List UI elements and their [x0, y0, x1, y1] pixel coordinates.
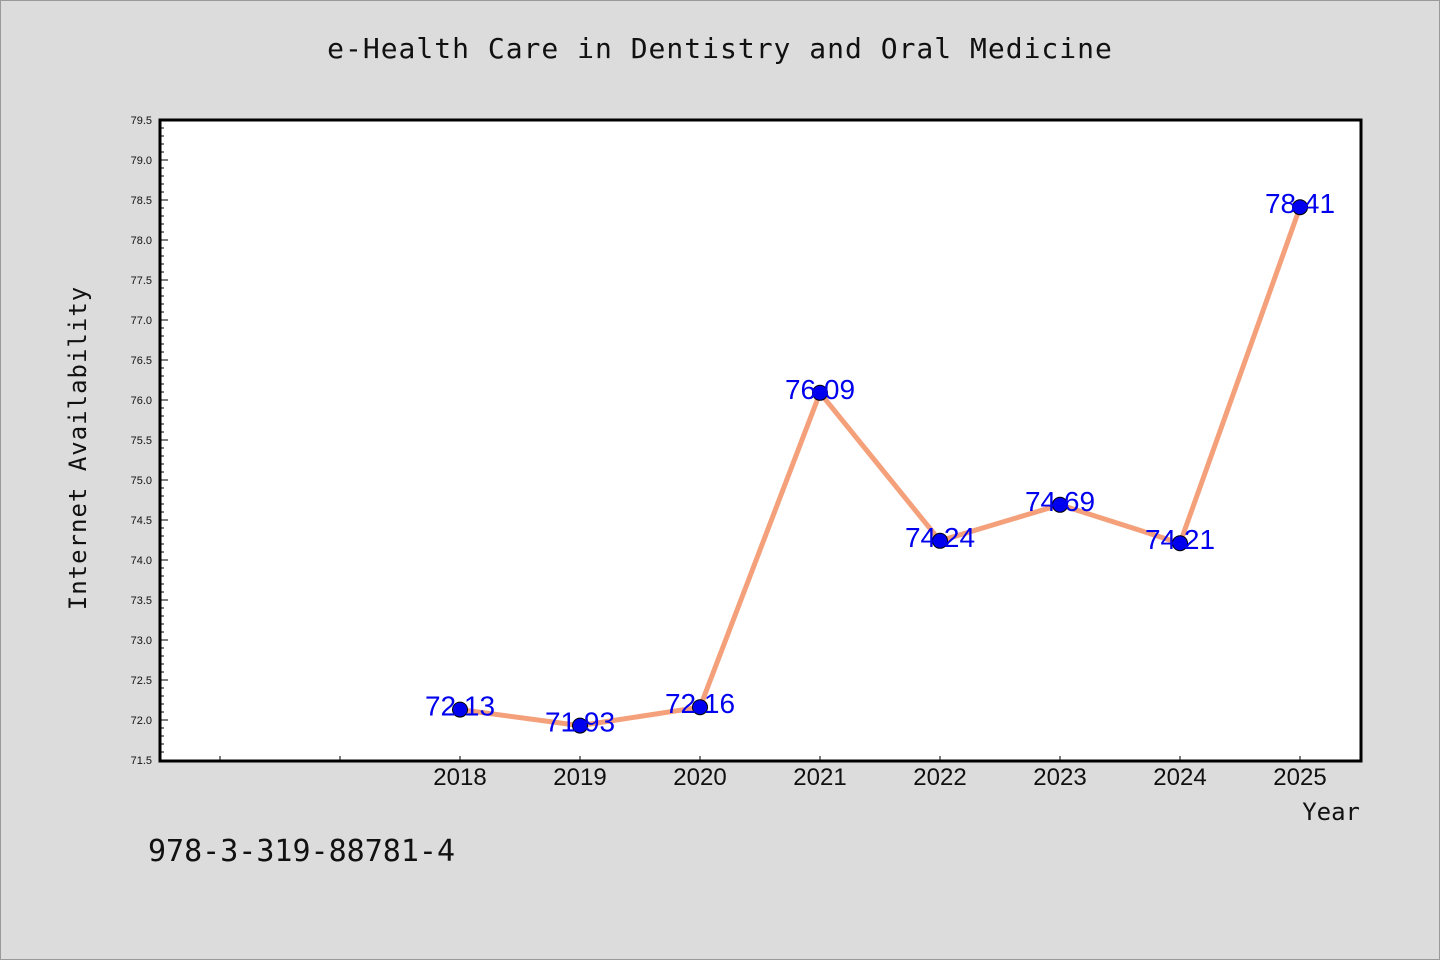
chart-title: e-Health Care in Dentistry and Oral Medi…	[327, 32, 1113, 65]
plot-area	[158, 118, 1363, 763]
data-label: 74.21	[1145, 524, 1215, 555]
y-tick-label: 74.0	[131, 555, 152, 567]
y-tick-label: 79.0	[131, 155, 152, 167]
x-tick-label: 2020	[673, 764, 726, 791]
data-labels-group: 72.13 71.93 72.16 76.09 74.24 74.69 74.21 78.41	[425, 188, 1335, 737]
series-group	[452, 199, 1308, 734]
x-tick-label: 2019	[553, 764, 606, 791]
x-tick-label: 2023	[1033, 764, 1086, 791]
x-tick-label: 2024	[1153, 764, 1206, 791]
data-point	[932, 532, 948, 549]
data-point	[452, 701, 468, 718]
data-point	[572, 717, 588, 734]
y-tick-label: 71.5	[131, 755, 152, 767]
y-tick-label: 72.5	[131, 675, 152, 687]
y-tick-label: 73.5	[131, 595, 152, 607]
y-tick-label: 73.0	[131, 635, 152, 647]
y-tick-label: 77.5	[131, 275, 152, 287]
data-point	[1052, 496, 1068, 513]
data-label: 71.93	[545, 707, 615, 738]
y-axis-ticks: 71.5 72.0 72.5 73.0 73.5 74.0 74.5 75.0 75.5 76.0…	[131, 115, 168, 767]
data-point	[1292, 199, 1308, 216]
y-tick-label: 75.5	[131, 435, 152, 447]
y-tick-label: 76.5	[131, 355, 152, 367]
data-label: 78.41	[1265, 188, 1335, 219]
data-point	[812, 384, 828, 401]
x-tick-label: 2018	[433, 764, 486, 791]
x-axis-ticks: 2018 2019 2020 2021 2022 2023 2024 2025	[219, 756, 1327, 791]
data-label: 74.24	[905, 522, 975, 553]
y-tick-label: 79.5	[131, 115, 152, 127]
data-label: 72.16	[665, 688, 735, 719]
data-label: 74.69	[1025, 486, 1095, 517]
footer-code: 978-3-319-88781-4	[148, 834, 456, 869]
y-tick-label: 78.0	[131, 235, 152, 247]
x-tick-label: 2025	[1273, 764, 1326, 791]
y-tick-label: 78.5	[131, 195, 152, 207]
x-tick-label: 2021	[793, 764, 846, 791]
data-label: 72.13	[425, 691, 495, 722]
x-tick-label: 2022	[913, 764, 966, 791]
data-point	[1172, 535, 1188, 552]
data-label: 76.09	[785, 374, 855, 405]
x-axis-label: Year	[1302, 798, 1360, 826]
data-point	[692, 699, 708, 716]
series-line	[457, 204, 1303, 729]
y-axis-label: Internet Availability	[64, 286, 92, 610]
y-tick-label: 76.0	[131, 395, 152, 407]
y-tick-label: 77.0	[131, 315, 152, 327]
y-tick-label: 72.0	[131, 715, 152, 727]
y-tick-label: 75.0	[131, 475, 152, 487]
y-tick-label: 74.5	[131, 515, 152, 527]
